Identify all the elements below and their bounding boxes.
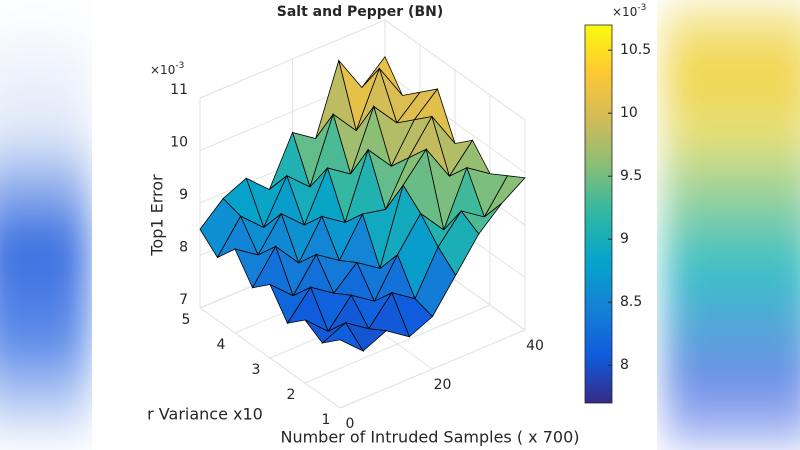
right-blur xyxy=(665,0,800,450)
z-tick-label: 7 xyxy=(179,292,188,308)
colorbar-exponent: ×10-3 xyxy=(612,3,646,19)
left-blur xyxy=(0,0,90,450)
y-axis xyxy=(199,307,341,409)
x-axis xyxy=(339,329,526,409)
y-axis-label: r Variance x10 xyxy=(147,405,263,424)
colorbar-tick-label: 8 xyxy=(620,357,629,373)
x-axis-label: Number of Intruded Samples ( x 700) xyxy=(280,428,579,447)
z-axis-label: Top1 Error xyxy=(148,174,167,257)
colorbar-tick-label: 10 xyxy=(620,105,638,121)
z-tick-label: 11 xyxy=(170,82,188,98)
x-tick-label: 20 xyxy=(434,377,452,393)
colorbar xyxy=(584,24,613,404)
y-tick-label: 1 xyxy=(322,412,331,428)
chart-title: Salt and Pepper (BN) xyxy=(277,4,443,20)
z-exponent-base: ×10 xyxy=(150,63,175,77)
z-exponent: ×10-3 xyxy=(150,61,184,77)
y-tick-label: 4 xyxy=(217,337,226,353)
colorbar-exponent-base: ×10 xyxy=(612,5,637,19)
y-grid-line xyxy=(304,304,491,384)
surface-face xyxy=(321,322,365,352)
colorbar-exponent-power: -3 xyxy=(637,3,646,13)
colorbar-tick-label: 10.5 xyxy=(620,42,651,58)
z-tick-label: 9 xyxy=(179,187,188,203)
colorbar-tick-label: 9.5 xyxy=(620,168,642,184)
z-exponent-power: -3 xyxy=(175,61,184,71)
colorbar-tick-label: 8.5 xyxy=(620,294,642,310)
y-tick-label: 2 xyxy=(287,387,296,403)
z-tick-label: 8 xyxy=(179,240,188,256)
colorbar-tick-label: 9 xyxy=(620,231,629,247)
x-tick-label: 0 xyxy=(346,416,355,432)
y-tick-label: 5 xyxy=(182,312,191,328)
x-tick-label: 40 xyxy=(526,338,544,354)
y-tick-label: 3 xyxy=(252,362,261,378)
z-tick-label: 10 xyxy=(170,135,188,151)
